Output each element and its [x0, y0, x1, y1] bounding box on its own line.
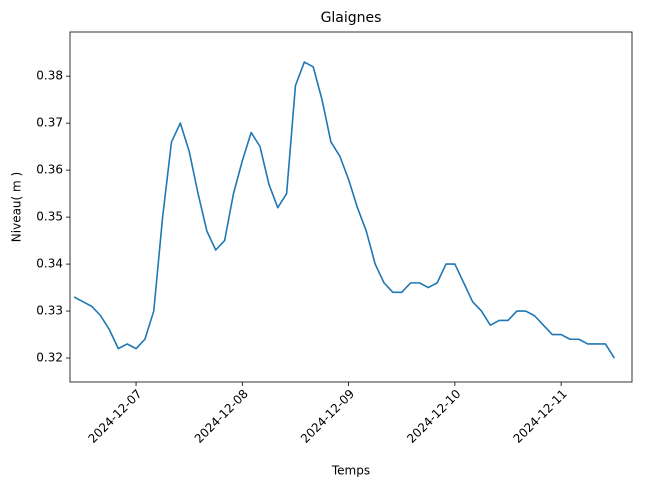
x-tick-label: 2024-12-11: [511, 387, 570, 446]
y-axis-label: Niveau( m ): [10, 172, 24, 242]
line-series: [73, 61, 615, 359]
x-tick-label: 2024-12-09: [298, 387, 357, 446]
chart-title: Glaignes: [321, 10, 382, 26]
y-tick-label: 0.37: [36, 116, 63, 130]
x-tick-label: 2024-12-08: [192, 387, 251, 446]
y-tick-label: 0.36: [36, 163, 63, 177]
y-tick-label: 0.38: [36, 69, 63, 83]
plot-frame: [69, 31, 633, 383]
x-axis-label: Temps: [331, 464, 370, 478]
y-tick-label: 0.34: [36, 257, 63, 271]
x-tick-label: 2024-12-07: [85, 387, 144, 446]
y-tick-label: 0.35: [36, 210, 63, 224]
y-tick-label: 0.32: [36, 351, 63, 365]
y-tick-label: 0.33: [36, 304, 63, 318]
x-tick-label: 2024-12-10: [404, 387, 463, 446]
